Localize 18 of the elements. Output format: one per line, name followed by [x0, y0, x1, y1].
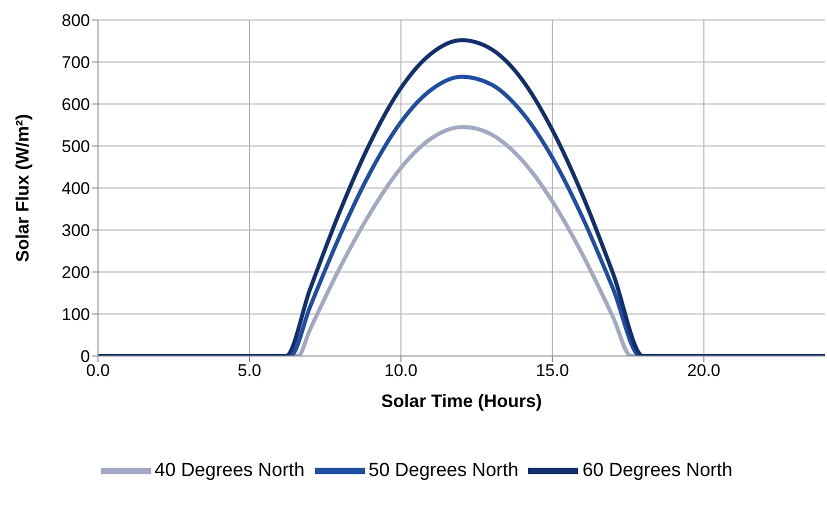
x-tick-label: 10.0 — [384, 361, 418, 380]
legend-label: 60 Degrees North — [582, 460, 732, 482]
x-tick-label: 15.0 — [536, 361, 569, 380]
x-tick-label: 5.0 — [238, 361, 262, 380]
x-tick-label: 20.0 — [687, 361, 720, 380]
y-tick-label: 600 — [62, 95, 90, 114]
x-axis-title: Solar Time (Hours) — [381, 390, 542, 411]
y-tick-label: 500 — [62, 137, 90, 156]
legend-label: 50 Degrees North — [368, 460, 518, 482]
y-tick-label: 800 — [62, 11, 90, 30]
x-tick-label: 0.0 — [86, 361, 110, 380]
y-tick-label: 400 — [62, 179, 90, 198]
y-tick-label: 700 — [62, 53, 90, 72]
y-axis-title: Solar Flux (W/m²) — [12, 114, 32, 262]
y-tick-label: 100 — [62, 305, 90, 324]
legend-label: 40 Degrees North — [154, 460, 305, 482]
y-tick-label: 300 — [62, 221, 90, 240]
y-tick-label: 200 — [62, 263, 90, 282]
